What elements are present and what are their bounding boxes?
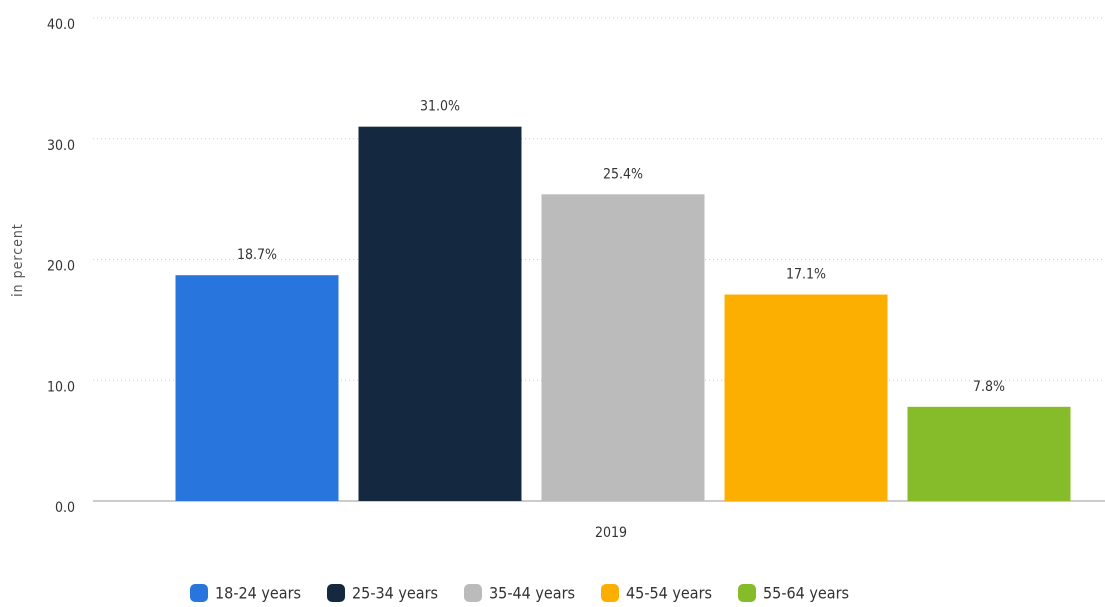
legend-swatch: [738, 584, 756, 602]
y-tick-label: 10.0: [47, 379, 75, 395]
bar: [907, 406, 1071, 501]
bar: [724, 294, 888, 501]
x-tick-label: 2019: [595, 525, 627, 541]
legend-swatch: [601, 584, 619, 602]
bar: [541, 194, 705, 502]
y-axis-label: in percent: [10, 223, 26, 297]
legend-label: 25-34 years: [352, 584, 438, 603]
y-tick-label: 20.0: [47, 259, 75, 275]
legend-label: 18-24 years: [215, 584, 301, 603]
legend-label: 45-54 years: [626, 584, 712, 603]
data-label: 31.0%: [420, 99, 460, 115]
bar: [358, 126, 522, 502]
y-tick-label: 40.0: [47, 17, 75, 33]
y-tick-label: 0.0: [55, 500, 75, 516]
data-label: 18.7%: [237, 247, 277, 263]
legend-swatch: [327, 584, 345, 602]
legend-label: 55-64 years: [763, 584, 849, 603]
data-label: 7.8%: [973, 379, 1005, 395]
legend-swatch: [464, 584, 482, 602]
data-label: 17.1%: [786, 267, 826, 283]
legend-swatch: [190, 584, 208, 602]
legend-label: 35-44 years: [489, 584, 575, 603]
y-tick-label: 30.0: [47, 138, 75, 154]
bar: [175, 275, 339, 501]
data-label: 25.4%: [603, 166, 643, 182]
